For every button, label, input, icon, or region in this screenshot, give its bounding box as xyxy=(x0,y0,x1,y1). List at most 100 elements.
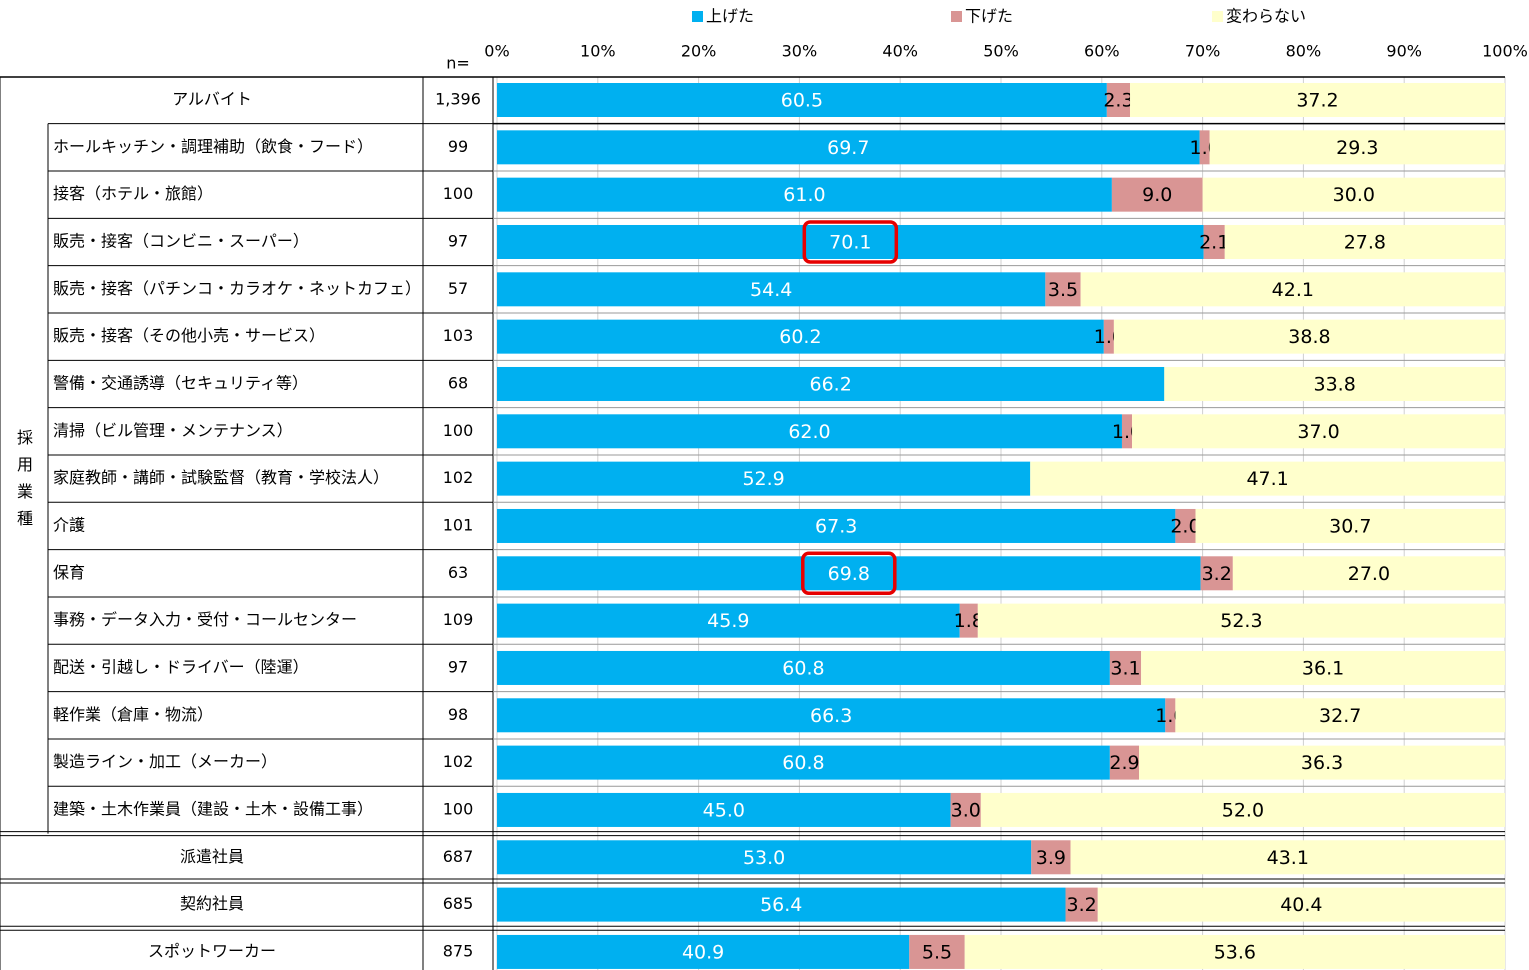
bar-segment xyxy=(1203,224,1225,259)
bar-segment xyxy=(497,792,951,827)
value-label: 29.3 xyxy=(1336,137,1378,159)
bar-segment xyxy=(497,745,1110,780)
n-value: 100 xyxy=(443,421,474,440)
value-label: 3.2 xyxy=(1202,563,1232,585)
category-label: 保育 xyxy=(53,563,85,582)
bar-segment xyxy=(1141,650,1505,685)
x-tick-label: 20% xyxy=(681,42,717,61)
n-value: 100 xyxy=(443,184,474,203)
value-label: 33.8 xyxy=(1313,373,1355,395)
bar-segment xyxy=(497,461,1031,496)
n-value: 97 xyxy=(448,657,468,676)
value-label: 53.0 xyxy=(743,847,785,869)
bar-segment xyxy=(1113,319,1505,354)
value-label: 53.6 xyxy=(1214,941,1256,963)
value-label: 36.3 xyxy=(1301,752,1343,774)
n-value: 685 xyxy=(443,894,474,913)
bar-segment xyxy=(497,83,1107,117)
category-label: 製造ライン・加工（メーカー） xyxy=(53,752,277,771)
category-label: 介護 xyxy=(53,515,85,534)
n-value: 101 xyxy=(443,515,474,534)
value-label: 3.5 xyxy=(1048,279,1078,301)
bar-segment xyxy=(497,366,1165,401)
category-label: 軽作業（倉庫・物流） xyxy=(53,705,213,724)
category-label: 販売・接客（パチンコ・カラオケ・ネットカフェ） xyxy=(53,279,421,298)
bar-segment xyxy=(1097,887,1505,922)
value-label: 60.8 xyxy=(782,752,824,774)
category-label: 家庭教師・講師・試験監督（教育・学校法人） xyxy=(53,468,389,487)
value-label: 62.0 xyxy=(788,421,830,443)
value-label: 30.7 xyxy=(1329,515,1371,537)
bar-segment xyxy=(1080,272,1505,307)
value-label: 2.0 xyxy=(1170,515,1200,537)
n-value: 57 xyxy=(448,279,468,298)
legend-label: 下げた xyxy=(965,7,1013,26)
bar-segment xyxy=(1164,366,1505,401)
value-label: 1.8 xyxy=(954,610,984,632)
value-label: 60.5 xyxy=(781,90,823,112)
bar-segment xyxy=(497,603,960,638)
bar-segment xyxy=(1130,83,1505,117)
value-label: 45.9 xyxy=(707,610,749,632)
category-label: 警備・交通誘導（セキュリティ等） xyxy=(53,373,308,392)
bar-segment xyxy=(497,224,1204,259)
value-label: 9.0 xyxy=(1142,184,1172,206)
x-tick-label: 10% xyxy=(580,42,616,61)
bar-segment xyxy=(1045,272,1081,307)
n-value: 63 xyxy=(448,563,468,582)
category-label: ホールキッチン・調理補助（飲食・フード） xyxy=(53,137,373,156)
value-label: 47.1 xyxy=(1246,468,1288,490)
bar-segment xyxy=(964,934,1505,969)
bar-segment xyxy=(497,414,1122,449)
value-label: 32.7 xyxy=(1319,705,1361,727)
n-header: n= xyxy=(446,54,470,73)
bar-segment xyxy=(1175,698,1505,733)
value-label: 2.1 xyxy=(1199,231,1229,253)
x-tick-label: 40% xyxy=(882,42,918,61)
value-label: 40.4 xyxy=(1280,894,1322,916)
legend-label: 上げた xyxy=(706,7,754,26)
bar-segment xyxy=(497,556,1201,591)
value-label: 2.9 xyxy=(1109,752,1139,774)
value-label: 52.9 xyxy=(742,468,784,490)
value-label: 60.2 xyxy=(779,326,821,348)
bar-segment xyxy=(1224,224,1505,259)
bar-segment xyxy=(959,603,978,638)
value-label: 38.8 xyxy=(1288,326,1330,348)
group-label: 採用業種 xyxy=(17,428,33,528)
n-value: 875 xyxy=(443,941,474,960)
bar-segment xyxy=(1139,745,1505,780)
bar-segment xyxy=(1175,508,1196,543)
category-label: 清掃（ビル管理・メンテナンス） xyxy=(53,421,293,440)
n-value: 687 xyxy=(443,847,474,866)
value-label: 3.0 xyxy=(951,799,981,821)
category-label: 事務・データ入力・受付・コールセンター xyxy=(53,610,357,629)
value-label: 69.7 xyxy=(827,137,869,159)
n-value: 1,396 xyxy=(435,90,481,109)
category-label: 配送・引越し・ドライバー（陸運） xyxy=(53,657,309,676)
bar-segment xyxy=(497,698,1166,733)
category-label: 派遣社員 xyxy=(180,847,244,866)
bar-segment xyxy=(1103,319,1114,354)
x-tick-label: 90% xyxy=(1386,42,1422,61)
value-label: 3.9 xyxy=(1036,847,1066,869)
value-label: 27.8 xyxy=(1344,231,1386,253)
bar-segment xyxy=(497,508,1176,543)
value-label: 43.1 xyxy=(1267,847,1309,869)
bar-segment xyxy=(1165,698,1176,733)
n-value: 102 xyxy=(443,468,474,487)
category-label: 販売・接客（コンビニ・スーパー） xyxy=(53,231,309,250)
x-tick-label: 70% xyxy=(1185,42,1221,61)
value-label: 66.3 xyxy=(810,705,852,727)
value-label: 42.1 xyxy=(1272,279,1314,301)
value-label: 70.1 xyxy=(829,231,871,253)
category-label: 接客（ホテル・旅館） xyxy=(53,184,213,203)
category-label: 契約社員 xyxy=(180,894,244,913)
value-label: 37.0 xyxy=(1297,421,1339,443)
x-tick-label: 80% xyxy=(1286,42,1322,61)
value-label: 5.5 xyxy=(922,941,952,963)
bar-segment xyxy=(1070,840,1505,875)
x-tick-label: 50% xyxy=(983,42,1019,61)
bar-segment xyxy=(980,792,1505,827)
bar-segment xyxy=(1195,508,1505,543)
